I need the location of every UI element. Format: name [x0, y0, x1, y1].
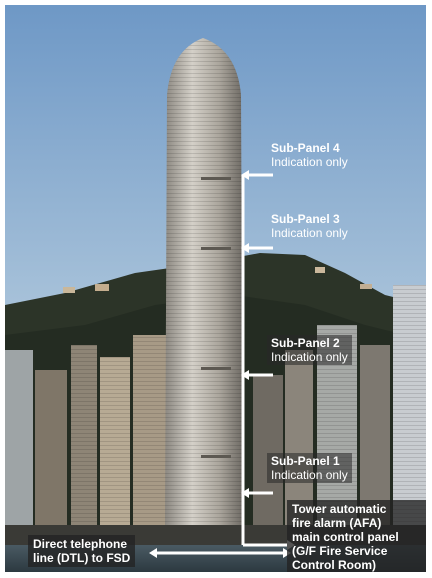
sub-panel-3-label: Sub-Panel 3 Indication only [271, 212, 348, 240]
afa-main-panel-label: Tower automatic fire alarm (AFA) main co… [287, 500, 426, 572]
signal-arrows [149, 170, 295, 558]
main-tower [165, 38, 243, 525]
dtl-label: Direct telephone line (DTL) to FSD [28, 535, 136, 567]
sub-panel-1-label: Sub-Panel 1 Indication only [267, 453, 352, 483]
sub-panel-4-label: Sub-Panel 4 Indication only [271, 141, 348, 169]
sub-panel-2-label: Sub-Panel 2 Indication only [267, 335, 352, 365]
photo-frame: Sub-Panel 4 Indication only Sub-Panel 3 In… [5, 5, 426, 572]
harbour-photo [5, 5, 426, 572]
